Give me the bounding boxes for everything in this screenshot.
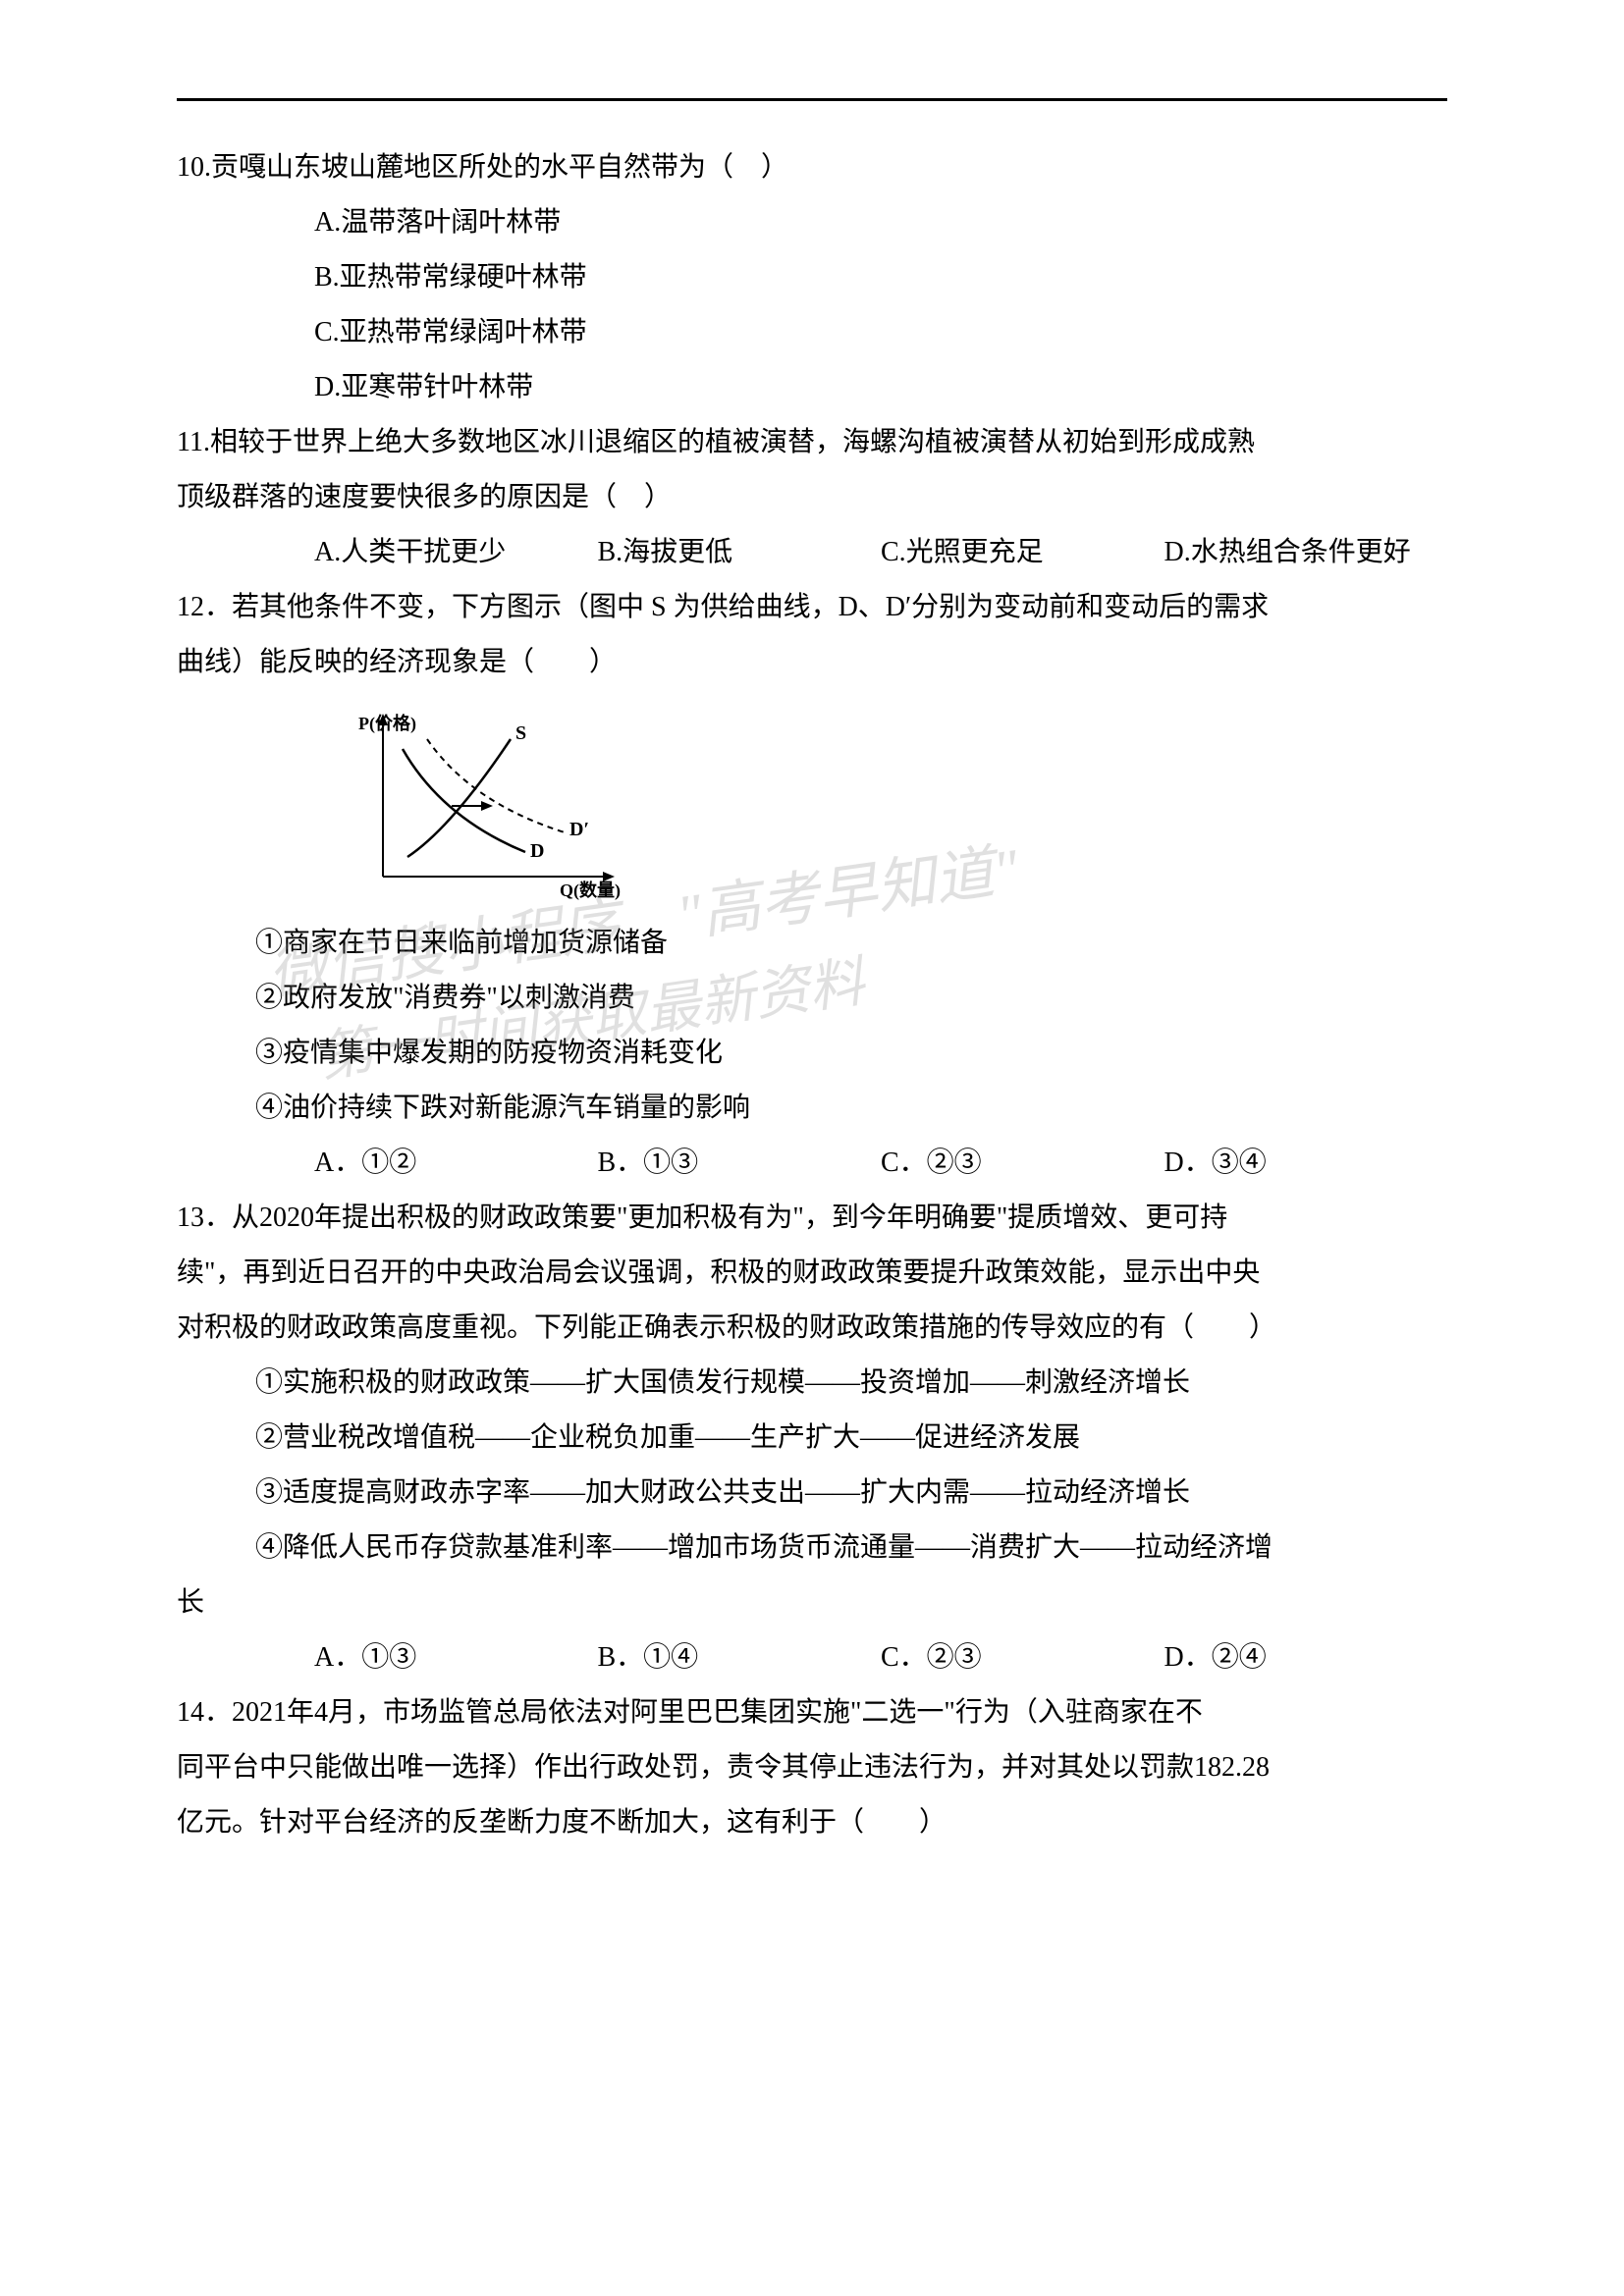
q11-option-c: C.光照更充足 — [881, 525, 1164, 580]
q11-option-a: A.人类干扰更少 — [314, 525, 598, 580]
q10-option-a: A.温带落叶阔叶林带 — [177, 195, 1447, 250]
q13-statement-2: ②营业税改增值税——企业税负加重——生产扩大——促进经济发展 — [177, 1411, 1447, 1466]
q10-option-c: C.亚热带常绿阔叶林带 — [177, 305, 1447, 360]
d-curve-label: D — [530, 840, 544, 862]
q14-stem-line1: 14．2021年4月，市场监管总局依法对阿里巴巴集团实施"二选一"行为（入驻商家… — [177, 1685, 1447, 1740]
q13-stem-line3: 对积极的财政政策高度重视。下列能正确表示积极的财政政策措施的传导效应的有（ ） — [177, 1301, 1447, 1356]
q12-option-d: D．③④ — [1164, 1136, 1448, 1191]
q11-option-b: B.海拔更低 — [598, 525, 882, 580]
supply-demand-chart: P(价格) Q(数量) S D D′ — [353, 710, 628, 906]
q13-stem-line2: 续"，再到近日召开的中央政治局会议强调，积极的财政政策要提升政策效能，显示出中央 — [177, 1246, 1447, 1301]
q13-statement-4: ④降低人民币存贷款基准利率——增加市场货币流通量——消费扩大——拉动经济增 — [177, 1521, 1447, 1575]
s-curve-label: S — [515, 722, 526, 744]
q10-option-b: B.亚热带常绿硬叶林带 — [177, 250, 1447, 305]
dprime-curve-label: D′ — [569, 819, 589, 840]
q11-options: A.人类干扰更少 B.海拔更低 C.光照更充足 D.水热组合条件更好 — [177, 525, 1447, 580]
q10-stem: 10.贡嘎山东坡山麓地区所处的水平自然带为（ ） — [177, 140, 1447, 195]
q13-option-c: C．②③ — [881, 1630, 1164, 1685]
q12-option-b: B．①③ — [598, 1136, 882, 1191]
q13-statement-3: ③适度提高财政赤字率——加大财政公共支出——扩大内需——拉动经济增长 — [177, 1466, 1447, 1521]
q13-option-a: A．①③ — [314, 1630, 598, 1685]
q13-statement-1: ①实施积极的财政政策——扩大国债发行规模——投资增加——刺激经济增长 — [177, 1356, 1447, 1411]
x-axis-label: Q(数量) — [560, 880, 621, 901]
q12-option-c: C．②③ — [881, 1136, 1164, 1191]
q13-option-d: D．②④ — [1164, 1630, 1448, 1685]
q13-stem-line1: 13．从2020年提出积极的财政政策要"更加积极有为"，到今年明确要"提质增效、… — [177, 1191, 1447, 1246]
q14-stem-line2: 同平台中只能做出唯一选择）作出行政处罚，责令其停止违法行为，并对其处以罚款182… — [177, 1740, 1447, 1795]
q10-option-d: D.亚寒带针叶林带 — [177, 360, 1447, 415]
y-axis-label: P(价格) — [358, 713, 416, 734]
q11-stem-line1: 11.相较于世界上绝大多数地区冰川退缩区的植被演替，海螺沟植被演替从初始到形成成… — [177, 415, 1447, 470]
q13-statement-4b: 长 — [177, 1575, 1447, 1630]
q12-stem-line2: 曲线）能反映的经济现象是（ ） — [177, 635, 1447, 690]
q13-option-b: B．①④ — [598, 1630, 882, 1685]
q12-statement-4: ④油价持续下跌对新能源汽车销量的影响 — [177, 1081, 1447, 1136]
q12-options: A．①② B．①③ C．②③ D．③④ — [177, 1136, 1447, 1191]
q13-options: A．①③ B．①④ C．②③ D．②④ — [177, 1630, 1447, 1685]
q11-option-d: D.水热组合条件更好 — [1164, 525, 1448, 580]
q12-statement-2: ②政府发放"消费券"以刺激消费 — [177, 971, 1447, 1026]
q12-statement-3: ③疫情集中爆发期的防疫物资消耗变化 — [177, 1026, 1447, 1081]
q11-stem-line2: 顶级群落的速度要快很多的原因是（ ） — [177, 470, 1447, 525]
q12-stem-line1: 12．若其他条件不变，下方图示（图中 S 为供给曲线，D、D′分别为变动前和变动… — [177, 580, 1447, 635]
q12-option-a: A．①② — [314, 1136, 598, 1191]
q12-statement-1: ①商家在节日来临前增加货源储备 — [177, 916, 1447, 971]
q14-stem-line3: 亿元。针对平台经济的反垄断力度不断加大，这有利于（ ） — [177, 1795, 1447, 1850]
top-rule — [177, 98, 1447, 101]
